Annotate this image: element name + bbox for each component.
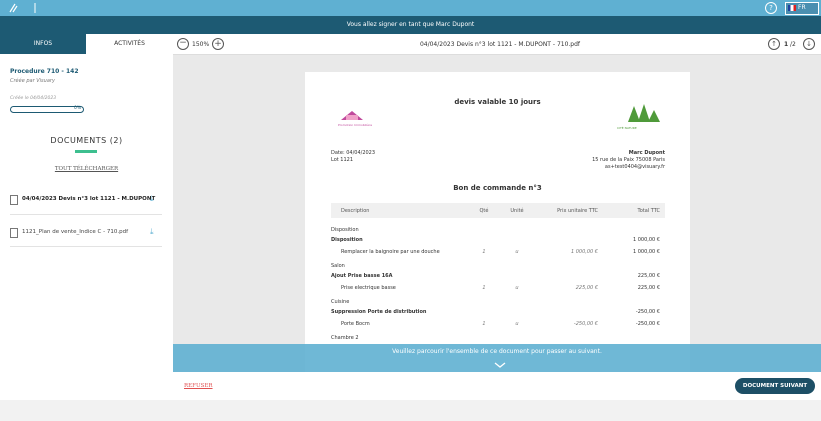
validity: devis valable 10 jours [454,98,541,106]
download-icon[interactable]: ⤓ [150,194,154,203]
footer [0,372,821,400]
sidebar [0,54,173,372]
section-title: Salon [331,263,345,269]
item-title: Suppression Porte de distribution [331,309,427,315]
tab[interactable]: ACTIVITÉS [86,34,173,54]
item-title: Disposition [331,237,363,243]
cell: 1 [482,249,486,255]
page-down[interactable]: ↓ [803,38,815,50]
zoom-out[interactable]: − [177,38,189,50]
file-name: 04/04/2023 Devis n°3 lot 1121 - M.DUPONT… [419,41,581,48]
progress-value: 0% [74,106,82,111]
document-item[interactable]: 1121_Plan de vente_Indice C - 710.pdf ⤓ [10,227,162,239]
documents-title: DOCUMENTS (2) [50,136,123,145]
progress-bar [10,106,84,113]
section-title: Disposition [331,227,359,233]
logo-right [628,104,660,122]
cell: Remplacer la baignoire par une douche [341,249,440,255]
cell: Total TTC [637,208,661,214]
document-item[interactable]: 04/04/2023 Devis n°3 lot 1121 - M.DUPONT… [10,194,162,206]
cell: Unité [510,208,524,214]
cell: u [515,321,519,327]
cell: -250,00 € [635,321,660,327]
banner-text: Vous allez signer en tant que Marc Dupon… [346,21,475,28]
logo-right-text: CITÉ NATURE [617,126,637,130]
help-button[interactable]: ? [765,2,777,14]
flag [788,5,796,11]
client-address: 15 rue de la Paix 75008 Paris [592,157,665,163]
page-total: /2 [790,41,796,48]
cell: 1 [482,285,486,291]
item-total: -250,00 € [635,309,660,315]
client-name: Marc Dupont [628,150,665,156]
lot: Lot 1121 [331,157,354,163]
cell: u [515,249,519,255]
cell: u [515,285,519,291]
cell: Prix unitaire TTC [557,208,598,214]
item-title: Ajout Prise basse 16A [331,273,393,279]
section-title: Chambre 2 [331,335,359,341]
page-number: 1 [784,41,789,48]
cell: 225,00 € [637,285,660,291]
cell: 1 000,00 € [570,249,598,255]
cell: Porte Bocm [341,321,370,327]
file-icon [10,228,18,238]
table-header [331,203,665,218]
file-icon [10,195,18,205]
cell: Description [341,208,370,214]
separator [10,246,162,247]
item-total: 225,00 € [637,273,660,279]
banner [0,16,821,34]
divider [75,150,97,153]
zoom-level: 150% [192,41,210,48]
download-icon[interactable]: ⤓ [150,227,154,236]
section-title: Cuisine [331,299,350,305]
cell: Qté [479,208,489,214]
refuse-link[interactable]: REFUSER [184,383,213,389]
order-title: Bon de commande n°3 [453,184,542,192]
logo-left [341,111,363,120]
document-page: devis valable 10 jours Promotion Immobil… [305,72,690,372]
created-by: Créée par Visuary [10,78,55,84]
download-all[interactable]: TOUT TÉLÉCHARGER [54,166,119,172]
logo [9,3,36,13]
document-name: 04/04/2023 Devis n°3 lot 1121 - M.DUPONT [22,196,156,202]
item-total: 1 000,00 € [632,237,660,243]
top-bar [0,0,821,16]
document-name: 1121_Plan de vente_Indice C - 710.pdf [22,229,129,235]
cell: -250,00 € [573,321,598,327]
notice-text: Veuillez parcourir l'ensemble de ce docu… [392,348,602,355]
next-button[interactable]: DOCUMENT SUIVANT [735,378,815,394]
tab[interactable]: INFOS [0,34,86,54]
procedure: Procedure 710 - 142 [10,68,79,75]
cell: 1 [482,321,486,327]
page-up[interactable]: ↑ [768,38,780,50]
cell: 225,00 € [575,285,598,291]
cell: Prise electrique basse [341,285,396,291]
logo-left-text: Promotion Immobilière [338,123,373,127]
zoom-in[interactable]: + [212,38,224,50]
language-select[interactable]: FR [785,2,819,15]
scroll-notice[interactable] [173,344,821,372]
created-on: Créée le 04/04/2023 [10,96,57,101]
language: FR [798,4,806,11]
date: Date: 04/04/2023 [331,150,376,156]
separator [10,214,162,215]
chevron-down[interactable] [493,361,507,369]
cell: 1 000,00 € [632,249,660,255]
client-email: as+test0404@visuary.fr [604,164,665,170]
toolbar [173,34,821,55]
